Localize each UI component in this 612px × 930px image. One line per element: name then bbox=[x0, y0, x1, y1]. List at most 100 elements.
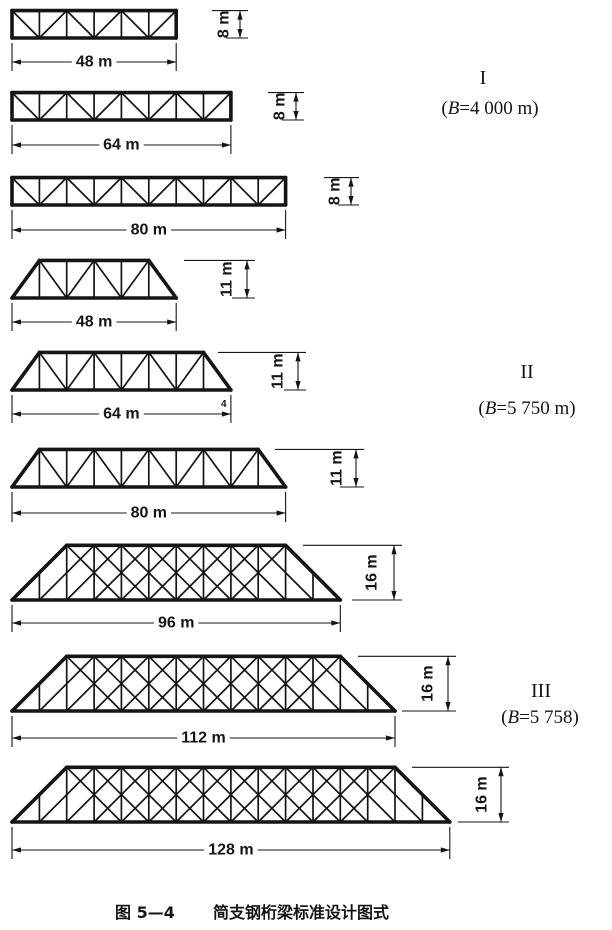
diagonal-member bbox=[93, 766, 150, 823]
diagonal-member bbox=[93, 259, 123, 299]
arrowhead bbox=[12, 319, 21, 325]
arrowhead bbox=[12, 847, 21, 853]
arrowhead bbox=[12, 510, 21, 516]
diagonal-member bbox=[147, 448, 178, 488]
diagonal-member bbox=[202, 544, 260, 601]
diagonal-member bbox=[257, 544, 314, 601]
diagonal-member bbox=[366, 766, 424, 823]
diagonal-member bbox=[257, 766, 314, 823]
truss-I-64m: 64 m 8 m bbox=[10, 90, 304, 154]
diagonal-member bbox=[312, 766, 369, 823]
group-note: (B=4 000 m) bbox=[441, 98, 538, 119]
diagonal-member bbox=[147, 9, 178, 39]
dimension-lines bbox=[11, 655, 456, 747]
end-post bbox=[10, 765, 69, 824]
diagonal-member bbox=[65, 351, 95, 391]
arrowhead bbox=[348, 177, 354, 187]
arrowhead bbox=[244, 289, 250, 298]
arrowhead bbox=[237, 29, 243, 38]
arrowhead bbox=[445, 702, 451, 711]
diagonal-member bbox=[65, 655, 123, 712]
truss-III-128m: 128 m 16 m bbox=[10, 765, 509, 859]
end-post bbox=[393, 765, 452, 824]
truss-II-80m: 80 m 11 m bbox=[10, 447, 364, 522]
diagonal-member bbox=[120, 259, 150, 299]
arrowhead bbox=[276, 227, 286, 233]
figure-caption: 图 5—4 简支钢桁梁标准设计图式 bbox=[115, 903, 389, 922]
end-post bbox=[10, 258, 42, 300]
dimension-lines bbox=[11, 544, 402, 632]
diagonal-member bbox=[175, 176, 205, 206]
span-dimension-label: 128 m bbox=[208, 842, 253, 859]
note-value: =5 750 m) bbox=[496, 398, 575, 419]
end-post bbox=[10, 447, 42, 489]
truss-members bbox=[10, 8, 178, 40]
arrowhead bbox=[167, 59, 177, 65]
group-note: (B=5 758) bbox=[501, 707, 579, 728]
diagonal-member bbox=[11, 91, 41, 121]
figure-title: 简支钢桁梁标准设计图式 bbox=[213, 903, 389, 922]
arrowhead bbox=[221, 411, 231, 417]
truss-I-48m: 48 m 8 m bbox=[10, 8, 248, 71]
end-post bbox=[201, 350, 233, 392]
diagonal-member bbox=[147, 351, 178, 391]
end-post bbox=[10, 350, 42, 392]
group-II-trusses: 48 m 11 m 64 m 11 m 80 m 11 m 4 II (B=5 … bbox=[10, 258, 576, 522]
arrowhead bbox=[348, 196, 354, 205]
span-dimension-label: 96 m bbox=[158, 615, 194, 632]
arrowhead bbox=[12, 735, 21, 741]
diagonal-member bbox=[120, 91, 150, 121]
note-variable: B bbox=[448, 98, 460, 119]
arrowhead bbox=[391, 545, 397, 555]
arrowhead bbox=[293, 111, 299, 120]
diagonal-member bbox=[284, 655, 342, 712]
arrowhead bbox=[498, 767, 504, 777]
span-dimension-label: 64 m bbox=[103, 137, 139, 154]
diagonal-member bbox=[38, 655, 95, 712]
height-dimension-label: 8 m bbox=[272, 93, 289, 121]
note-value: =5 758) bbox=[519, 707, 579, 728]
truss-members bbox=[10, 765, 452, 824]
truss-members bbox=[10, 447, 288, 489]
diagonal-member bbox=[11, 9, 41, 39]
span-dimension-label: 48 m bbox=[76, 314, 112, 331]
span-dimension-label: 64 m bbox=[103, 406, 139, 423]
truss-members bbox=[10, 90, 233, 122]
diagonal-member bbox=[93, 448, 123, 488]
group-numeral: I bbox=[480, 67, 487, 89]
diagonal-member bbox=[257, 655, 314, 712]
end-post bbox=[10, 654, 69, 713]
diagonal-member bbox=[147, 176, 178, 206]
arrowhead bbox=[440, 847, 450, 853]
diagonal-member bbox=[93, 351, 123, 391]
diagonal-member bbox=[147, 91, 178, 121]
arrowhead bbox=[167, 319, 177, 325]
note-open: ( bbox=[501, 707, 507, 728]
truss-members bbox=[10, 543, 343, 602]
diagonal-member bbox=[120, 544, 178, 601]
diagonal-member bbox=[175, 91, 205, 121]
diagonal-member bbox=[93, 176, 123, 206]
truss-I-80m: 80 m 8 m bbox=[10, 175, 359, 239]
diagonal-member bbox=[202, 91, 232, 121]
diagonal-member bbox=[230, 448, 260, 488]
arrowhead bbox=[276, 510, 286, 516]
arrowhead bbox=[12, 620, 21, 626]
arrowhead bbox=[295, 352, 301, 362]
diagonal-member bbox=[65, 448, 95, 488]
diagonal-member bbox=[230, 766, 287, 823]
note-variable: B bbox=[485, 398, 497, 419]
arrowhead bbox=[237, 10, 243, 20]
diagonal-member bbox=[120, 448, 150, 488]
note-variable: B bbox=[507, 707, 519, 728]
arrowhead bbox=[12, 411, 21, 417]
diagonal-member bbox=[175, 655, 232, 712]
diagonal-member bbox=[147, 766, 205, 823]
diagonal-member bbox=[93, 655, 150, 712]
arrowhead bbox=[391, 591, 397, 600]
diagonal-member bbox=[38, 766, 95, 823]
diagonal-member bbox=[38, 544, 95, 601]
end-post bbox=[147, 258, 178, 300]
dimension-lines bbox=[11, 92, 304, 154]
